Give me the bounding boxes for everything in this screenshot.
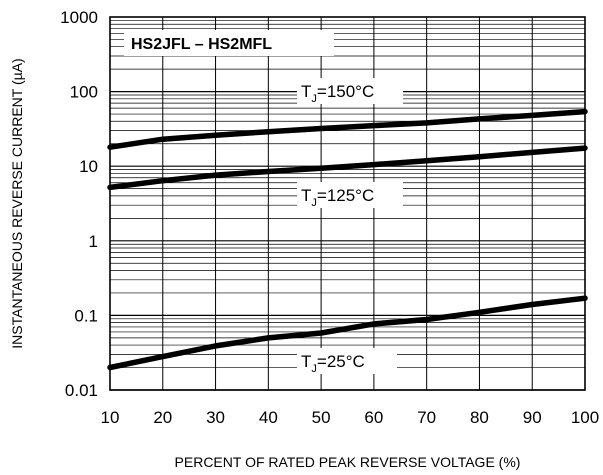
x-tick-label: 100 xyxy=(571,408,599,427)
x-tick-label: 40 xyxy=(259,408,278,427)
series-line-0 xyxy=(107,108,588,150)
chart-title: HS2JFL – HS2MFL xyxy=(124,30,334,56)
y-tick-label: 0.1 xyxy=(74,306,98,325)
x-tick-label: 20 xyxy=(153,408,172,427)
x-tick-label: 90 xyxy=(523,408,542,427)
series-label-text: TJ=125°C xyxy=(301,186,374,209)
series-label-box xyxy=(297,78,403,104)
series-label-box xyxy=(297,348,397,374)
y-tick-label: 100 xyxy=(70,83,98,102)
series-label-text: TJ=25°C xyxy=(301,352,365,375)
series-line-1 xyxy=(107,145,588,191)
series-label-0: TJ=150°C xyxy=(297,78,403,105)
x-tick-label: 30 xyxy=(206,408,225,427)
x-tick-label: 10 xyxy=(101,408,120,427)
series-label-box xyxy=(297,182,403,208)
x-axis-label: PERCENT OF RATED PEAK REVERSE VOLTAGE (%… xyxy=(175,454,521,470)
chart-title-box xyxy=(124,30,334,56)
plot-border xyxy=(109,16,586,391)
series-label-text: TJ=150°C xyxy=(301,82,374,105)
series-label-1: TJ=125°C xyxy=(297,182,403,209)
x-tick-label: 70 xyxy=(417,408,436,427)
chart-title-text: HS2JFL – HS2MFL xyxy=(131,36,272,53)
x-tick-label: 60 xyxy=(364,408,383,427)
y-tick-label: 1 xyxy=(89,232,98,251)
y-tick-label: 0.01 xyxy=(65,381,98,400)
y-tick-label: 10 xyxy=(79,157,98,176)
y-tick-label: 1000 xyxy=(60,8,98,27)
x-tick-label: 80 xyxy=(470,408,489,427)
series-label-2: TJ=25°C xyxy=(297,348,397,375)
x-tick-label: 50 xyxy=(312,408,331,427)
y-axis-label: INSTANTANEOUS REVERSE CURRENT (µA) xyxy=(9,58,25,348)
series-line-2 xyxy=(107,295,588,371)
